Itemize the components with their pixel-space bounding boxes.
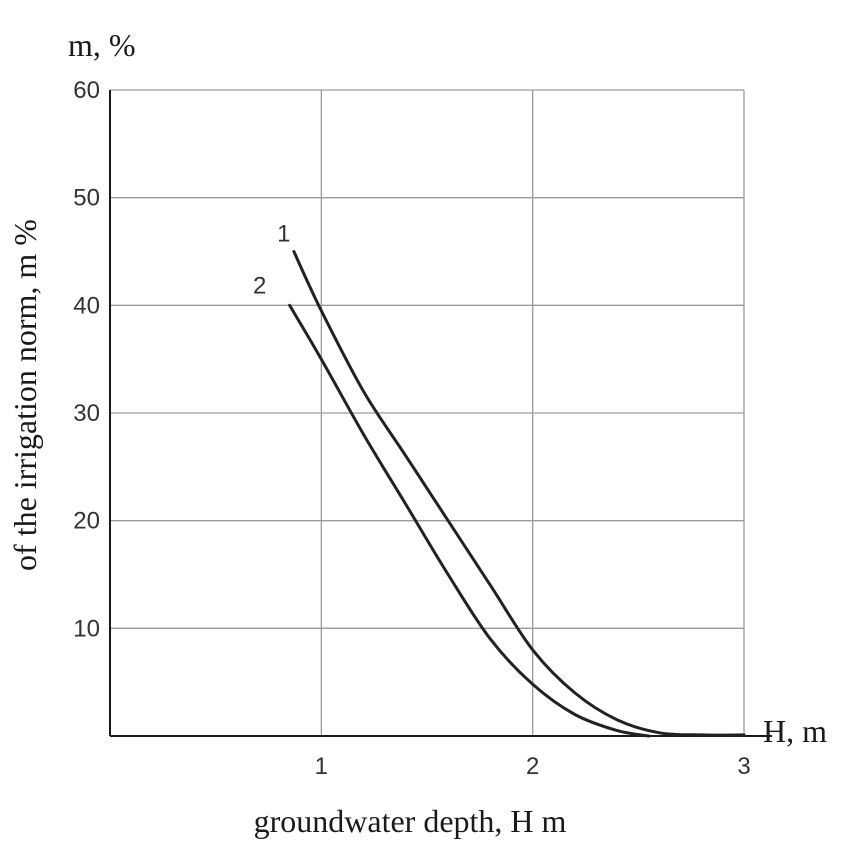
series-label-1: 1	[277, 221, 290, 248]
y-tick-label: 60	[73, 77, 100, 104]
y-tick-label: 40	[73, 292, 100, 319]
y-tick-label: 30	[73, 400, 100, 427]
series-labels: 12	[253, 221, 291, 300]
y-tick-label: 10	[73, 615, 100, 642]
series-line-2	[288, 303, 651, 738]
y-tick-label: 20	[73, 508, 100, 535]
grid	[110, 89, 745, 736]
x-axis-title: groundwater depth, H m	[254, 803, 567, 839]
x-axis-right-label: H, m	[763, 713, 827, 749]
x-tick-label: 1	[315, 753, 328, 780]
series	[288, 250, 746, 738]
series-line-1	[292, 250, 746, 737]
x-tick-label: 2	[526, 753, 539, 780]
y-axis-title: of the irrigation norm, m %	[7, 219, 43, 571]
axes	[109, 90, 772, 737]
y-axis-top-label: m, %	[68, 27, 136, 63]
series-label-2: 2	[253, 272, 266, 299]
y-tick-label: 50	[73, 185, 100, 212]
x-tick-label: 3	[737, 753, 750, 780]
